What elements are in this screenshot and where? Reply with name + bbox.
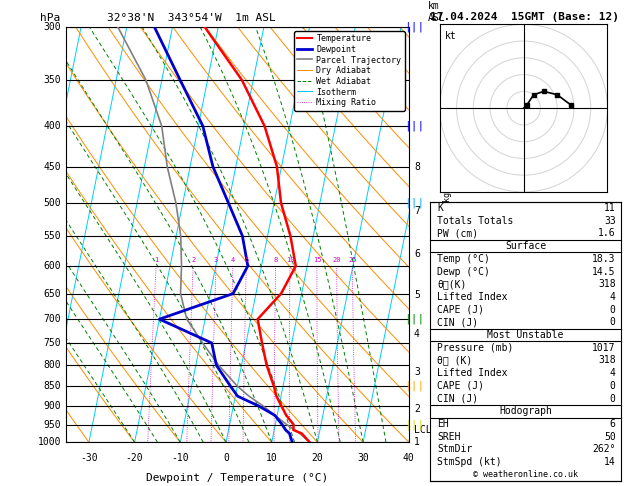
Text: θᴄ (K): θᴄ (K)	[437, 355, 472, 365]
Text: |||: |||	[404, 121, 424, 131]
Text: LCL: LCL	[414, 425, 431, 435]
Text: 0: 0	[610, 394, 616, 403]
Text: 318: 318	[598, 279, 616, 289]
Text: 8: 8	[414, 162, 420, 172]
Text: 318: 318	[598, 355, 616, 365]
Text: 650: 650	[43, 289, 61, 298]
Text: |||: |||	[404, 21, 424, 32]
Text: CAPE (J): CAPE (J)	[437, 305, 484, 314]
Text: 550: 550	[43, 231, 61, 241]
Text: 262°: 262°	[592, 444, 616, 454]
Text: CIN (J): CIN (J)	[437, 317, 479, 328]
Text: 14.5: 14.5	[592, 266, 616, 277]
Text: Dewp (°C): Dewp (°C)	[437, 266, 490, 277]
Text: 6: 6	[414, 249, 420, 259]
Text: 4: 4	[610, 292, 616, 302]
Text: Dewpoint / Temperature (°C): Dewpoint / Temperature (°C)	[147, 473, 328, 484]
Text: Lifted Index: Lifted Index	[437, 292, 508, 302]
Text: Temp (°C): Temp (°C)	[437, 254, 490, 264]
Text: 1017: 1017	[592, 343, 616, 353]
Text: Most Unstable: Most Unstable	[487, 330, 564, 340]
Text: 1: 1	[154, 257, 159, 263]
Text: |||: |||	[404, 314, 424, 325]
Text: 20: 20	[332, 257, 341, 263]
Text: 3: 3	[414, 367, 420, 377]
Text: 1: 1	[414, 437, 420, 447]
Text: -20: -20	[126, 452, 143, 463]
Text: -30: -30	[80, 452, 97, 463]
Text: PW (cm): PW (cm)	[437, 228, 479, 239]
Text: 32°38'N  343°54'W  1m ASL: 32°38'N 343°54'W 1m ASL	[107, 13, 276, 22]
Text: 33: 33	[604, 216, 616, 226]
Text: 17.04.2024  15GMT (Base: 12): 17.04.2024 15GMT (Base: 12)	[430, 12, 618, 22]
Text: Lifted Index: Lifted Index	[437, 368, 508, 378]
Text: 1000: 1000	[37, 437, 61, 447]
Text: 5: 5	[414, 290, 420, 300]
Text: CIN (J): CIN (J)	[437, 394, 479, 403]
Legend: Temperature, Dewpoint, Parcel Trajectory, Dry Adiabat, Wet Adiabat, Isotherm, Mi: Temperature, Dewpoint, Parcel Trajectory…	[294, 31, 404, 110]
Text: K: K	[437, 203, 443, 213]
Text: 600: 600	[43, 261, 61, 271]
Text: hPa: hPa	[40, 13, 60, 22]
Text: 25: 25	[348, 257, 357, 263]
Text: 1.6: 1.6	[598, 228, 616, 239]
Text: |||: |||	[404, 381, 424, 391]
Text: StmSpd (kt): StmSpd (kt)	[437, 457, 502, 467]
Text: |||: |||	[404, 419, 424, 430]
Text: -10: -10	[172, 452, 189, 463]
Text: 800: 800	[43, 360, 61, 370]
Text: kt: kt	[445, 31, 457, 41]
Text: 8: 8	[274, 257, 278, 263]
Text: 850: 850	[43, 381, 61, 391]
Text: Surface: Surface	[505, 241, 546, 251]
Text: Hodograph: Hodograph	[499, 406, 552, 417]
Text: 10: 10	[266, 452, 277, 463]
Text: 350: 350	[43, 75, 61, 85]
Text: θᴄ(K): θᴄ(K)	[437, 279, 467, 289]
Text: 700: 700	[43, 314, 61, 324]
Text: 7: 7	[414, 206, 420, 216]
Text: Totals Totals: Totals Totals	[437, 216, 514, 226]
Text: 40: 40	[403, 452, 415, 463]
Text: 20: 20	[311, 452, 323, 463]
Text: 950: 950	[43, 419, 61, 430]
Text: 300: 300	[43, 22, 61, 32]
Text: 900: 900	[43, 401, 61, 411]
Text: 2: 2	[414, 404, 420, 414]
Text: 0: 0	[610, 381, 616, 391]
Text: 500: 500	[43, 198, 61, 208]
Text: 10: 10	[286, 257, 294, 263]
Text: 11: 11	[604, 203, 616, 213]
Text: 5: 5	[244, 257, 248, 263]
Text: 450: 450	[43, 162, 61, 172]
Text: 2: 2	[191, 257, 196, 263]
Text: km
ASL: km ASL	[428, 1, 445, 22]
Text: 30: 30	[357, 452, 369, 463]
Text: 18.3: 18.3	[592, 254, 616, 264]
Text: 50: 50	[604, 432, 616, 442]
Text: 750: 750	[43, 338, 61, 348]
Text: Mixing Ratio (g/kg): Mixing Ratio (g/kg)	[443, 187, 452, 282]
Text: 15: 15	[313, 257, 321, 263]
Text: 400: 400	[43, 121, 61, 131]
Text: © weatheronline.co.uk: © weatheronline.co.uk	[473, 470, 578, 479]
Text: 14: 14	[604, 457, 616, 467]
Text: 3: 3	[214, 257, 218, 263]
Text: 0: 0	[610, 305, 616, 314]
Text: 4: 4	[414, 329, 420, 339]
Text: CAPE (J): CAPE (J)	[437, 381, 484, 391]
Text: 4: 4	[231, 257, 235, 263]
Text: StmDir: StmDir	[437, 444, 472, 454]
Text: 0: 0	[610, 317, 616, 328]
Text: 0: 0	[223, 452, 229, 463]
Text: Pressure (mb): Pressure (mb)	[437, 343, 514, 353]
Text: EH: EH	[437, 419, 449, 429]
Text: 6: 6	[610, 419, 616, 429]
Text: SREH: SREH	[437, 432, 461, 442]
Text: 4: 4	[610, 368, 616, 378]
Text: |||: |||	[404, 198, 424, 208]
